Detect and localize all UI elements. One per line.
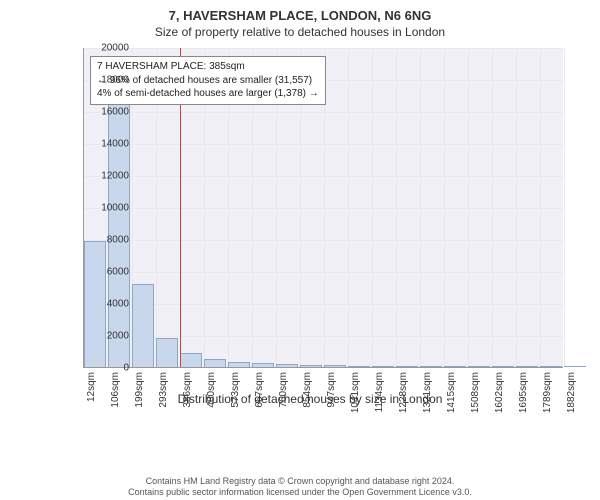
histogram-bar <box>156 338 178 367</box>
histogram-bar <box>516 366 538 367</box>
annotation-line: ← 96% of detached houses are smaller (31… <box>97 74 319 88</box>
y-tick-label: 16000 <box>89 107 129 118</box>
y-tick-label: 10000 <box>89 203 129 214</box>
y-tick-label: 20000 <box>89 43 129 54</box>
histogram-bar <box>252 363 274 367</box>
attribution-text: Contains HM Land Registry data © Crown c… <box>0 476 600 499</box>
histogram-bar <box>396 366 418 367</box>
histogram-bar <box>204 359 226 367</box>
histogram-bar <box>420 366 442 367</box>
attribution-line-2: Contains public sector information licen… <box>0 487 600 498</box>
y-tick-label: 6000 <box>89 267 129 278</box>
y-tick-label: 4000 <box>89 299 129 310</box>
histogram-bar <box>540 366 562 367</box>
plot-area: 7 HAVERSHAM PLACE: 385sqm← 96% of detach… <box>83 48 563 368</box>
y-tick-label: 14000 <box>89 139 129 150</box>
attribution-line-1: Contains HM Land Registry data © Crown c… <box>0 476 600 487</box>
histogram-bar <box>132 284 154 367</box>
histogram-bar <box>180 353 202 367</box>
histogram-bar <box>348 366 370 367</box>
histogram-bar <box>468 366 490 367</box>
histogram-bar <box>276 364 298 367</box>
histogram-bar <box>444 366 466 367</box>
y-tick-label: 12000 <box>89 171 129 182</box>
annotation-line: 7 HAVERSHAM PLACE: 385sqm <box>97 60 319 74</box>
histogram-bar <box>372 366 394 367</box>
histogram-bar <box>228 362 250 367</box>
chart-title-sub: Size of property relative to detached ho… <box>0 23 600 39</box>
annotation-line: 4% of semi-detached houses are larger (1… <box>97 87 319 101</box>
chart-title-main: 7, HAVERSHAM PLACE, LONDON, N6 6NG <box>0 0 600 23</box>
histogram-bar <box>564 366 586 367</box>
y-tick-label: 8000 <box>89 235 129 246</box>
histogram-bar <box>492 366 514 367</box>
plot-background: 7 HAVERSHAM PLACE: 385sqm← 96% of detach… <box>84 48 563 367</box>
x-axis-label: Distribution of detached houses by size … <box>45 392 575 406</box>
y-tick-label: 2000 <box>89 331 129 342</box>
histogram-bar <box>300 365 322 367</box>
histogram-bar <box>324 365 346 367</box>
chart-container: Number of detached properties 7 HAVERSHA… <box>45 48 575 428</box>
y-tick-label: 18000 <box>89 75 129 86</box>
